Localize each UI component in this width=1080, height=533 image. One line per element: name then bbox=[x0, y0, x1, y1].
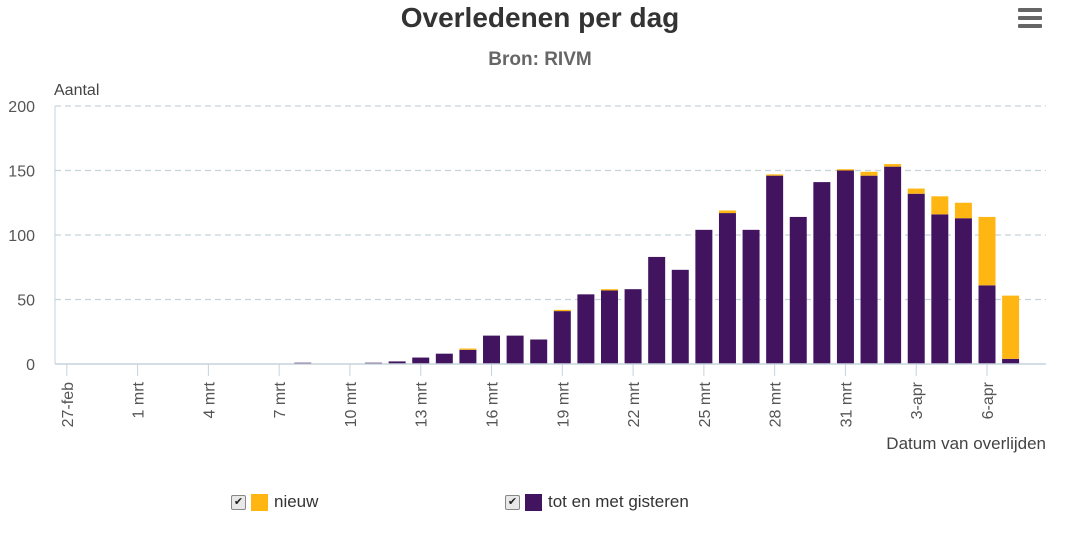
bar-nieuw[interactable] bbox=[459, 348, 477, 350]
legend-label-tot-en-met-gisteren: tot en met gisteren bbox=[548, 492, 689, 511]
legend-swatch-tot-en-met-gisteren bbox=[525, 493, 542, 511]
x-tick-label: 31 mrt bbox=[838, 381, 855, 427]
x-tick-label: 27-feb bbox=[60, 382, 77, 427]
x-tick-label: 19 mrt bbox=[555, 381, 572, 427]
legend-item-tot-en-met-gisteren[interactable]: ✔ tot en met gisteren bbox=[505, 492, 689, 512]
bar-nieuw[interactable] bbox=[553, 309, 571, 312]
bar-tot-en-met-gisteren[interactable] bbox=[836, 170, 854, 365]
x-tick-label: 10 mrt bbox=[343, 381, 360, 427]
x-tick-label: 6-apr bbox=[980, 381, 997, 419]
legend-checkbox-tot-en-met-gisteren[interactable]: ✔ bbox=[505, 494, 520, 510]
bar-nieuw[interactable] bbox=[1002, 295, 1020, 359]
bar-tot-en-met-gisteren[interactable] bbox=[884, 166, 902, 364]
legend-label-nieuw: nieuw bbox=[274, 492, 319, 511]
x-axis-title: Datum van overlijden bbox=[886, 434, 1046, 453]
x-tick-label: 4 mrt bbox=[201, 381, 218, 418]
bar-tot-en-met-gisteren[interactable] bbox=[789, 216, 807, 364]
x-tick-label: 13 mrt bbox=[414, 381, 431, 427]
bar-tot-en-met-gisteren[interactable] bbox=[1002, 358, 1020, 364]
bar-tot-en-met-gisteren[interactable] bbox=[954, 218, 972, 364]
bar-tot-en-met-gisteren[interactable] bbox=[577, 294, 595, 364]
y-tick-label: 150 bbox=[8, 164, 35, 181]
bar-nieuw[interactable] bbox=[954, 202, 972, 219]
legend-checkbox-nieuw[interactable]: ✔ bbox=[231, 494, 246, 510]
x-tick-label: 16 mrt bbox=[485, 381, 502, 427]
hamburger-menu-icon[interactable] bbox=[1016, 8, 1044, 30]
bar-nieuw[interactable] bbox=[836, 169, 854, 171]
bar-nieuw[interactable] bbox=[884, 164, 902, 167]
y-tick-label: 100 bbox=[8, 228, 35, 245]
legend-swatch-nieuw bbox=[251, 493, 268, 511]
bar-tot-en-met-gisteren[interactable] bbox=[742, 229, 760, 364]
y-tick-label: 200 bbox=[8, 99, 35, 116]
bar-tot-en-met-gisteren[interactable] bbox=[978, 285, 996, 364]
x-tick-label: 28 mrt bbox=[768, 381, 785, 427]
bar-tot-en-met-gisteren[interactable] bbox=[530, 339, 548, 364]
chart-subtitle: Bron: RIVM bbox=[488, 49, 592, 70]
x-tick-label: 22 mrt bbox=[626, 381, 643, 427]
bar-tot-en-met-gisteren[interactable] bbox=[388, 361, 406, 364]
bar-tot-en-met-gisteren[interactable] bbox=[695, 229, 713, 364]
bar-nieuw[interactable] bbox=[600, 289, 618, 291]
bar-nieuw[interactable] bbox=[978, 216, 996, 286]
bar-tot-en-met-gisteren[interactable] bbox=[671, 269, 689, 364]
bar-nieuw[interactable] bbox=[766, 174, 784, 176]
bar-tot-en-met-gisteren[interactable] bbox=[553, 311, 571, 364]
bar-nieuw[interactable] bbox=[907, 188, 925, 194]
bar-tot-en-met-gisteren[interactable] bbox=[435, 353, 453, 364]
y-tick-label: 50 bbox=[17, 293, 35, 310]
bar-tot-en-met-gisteren[interactable] bbox=[718, 213, 736, 364]
bar-nieuw[interactable] bbox=[931, 196, 949, 215]
bar-tot-en-met-gisteren[interactable] bbox=[813, 182, 831, 364]
chart-title: Overledenen per dag bbox=[400, 2, 680, 33]
bar-tot-en-met-gisteren[interactable] bbox=[506, 335, 524, 364]
bar-tot-en-met-gisteren[interactable] bbox=[483, 335, 501, 364]
bar-tot-en-met-gisteren[interactable] bbox=[648, 256, 666, 364]
legend-item-nieuw[interactable]: ✔ nieuw bbox=[231, 492, 318, 512]
x-tick-label: 7 mrt bbox=[272, 381, 289, 418]
bar-tot-en-met-gisteren[interactable] bbox=[766, 175, 784, 364]
bar-tot-en-met-gisteren[interactable] bbox=[860, 175, 878, 364]
bar-tot-en-met-gisteren[interactable] bbox=[907, 193, 925, 364]
bar-tot-en-met-gisteren[interactable] bbox=[931, 214, 949, 364]
x-tick-label: 1 mrt bbox=[131, 381, 148, 418]
x-tick-label: 25 mrt bbox=[697, 381, 714, 427]
x-tick-label: 3-apr bbox=[909, 381, 926, 419]
bar-tot-en-met-gisteren[interactable] bbox=[459, 349, 477, 364]
bar-nieuw[interactable] bbox=[860, 171, 878, 176]
y-axis-title: Aantal bbox=[54, 82, 99, 99]
bar-tot-en-met-gisteren[interactable] bbox=[600, 290, 618, 364]
bar-tot-en-met-gisteren[interactable] bbox=[412, 357, 430, 364]
bar-tot-en-met-gisteren[interactable] bbox=[624, 289, 642, 364]
y-tick-label: 0 bbox=[26, 357, 35, 374]
bar-nieuw[interactable] bbox=[718, 210, 736, 214]
